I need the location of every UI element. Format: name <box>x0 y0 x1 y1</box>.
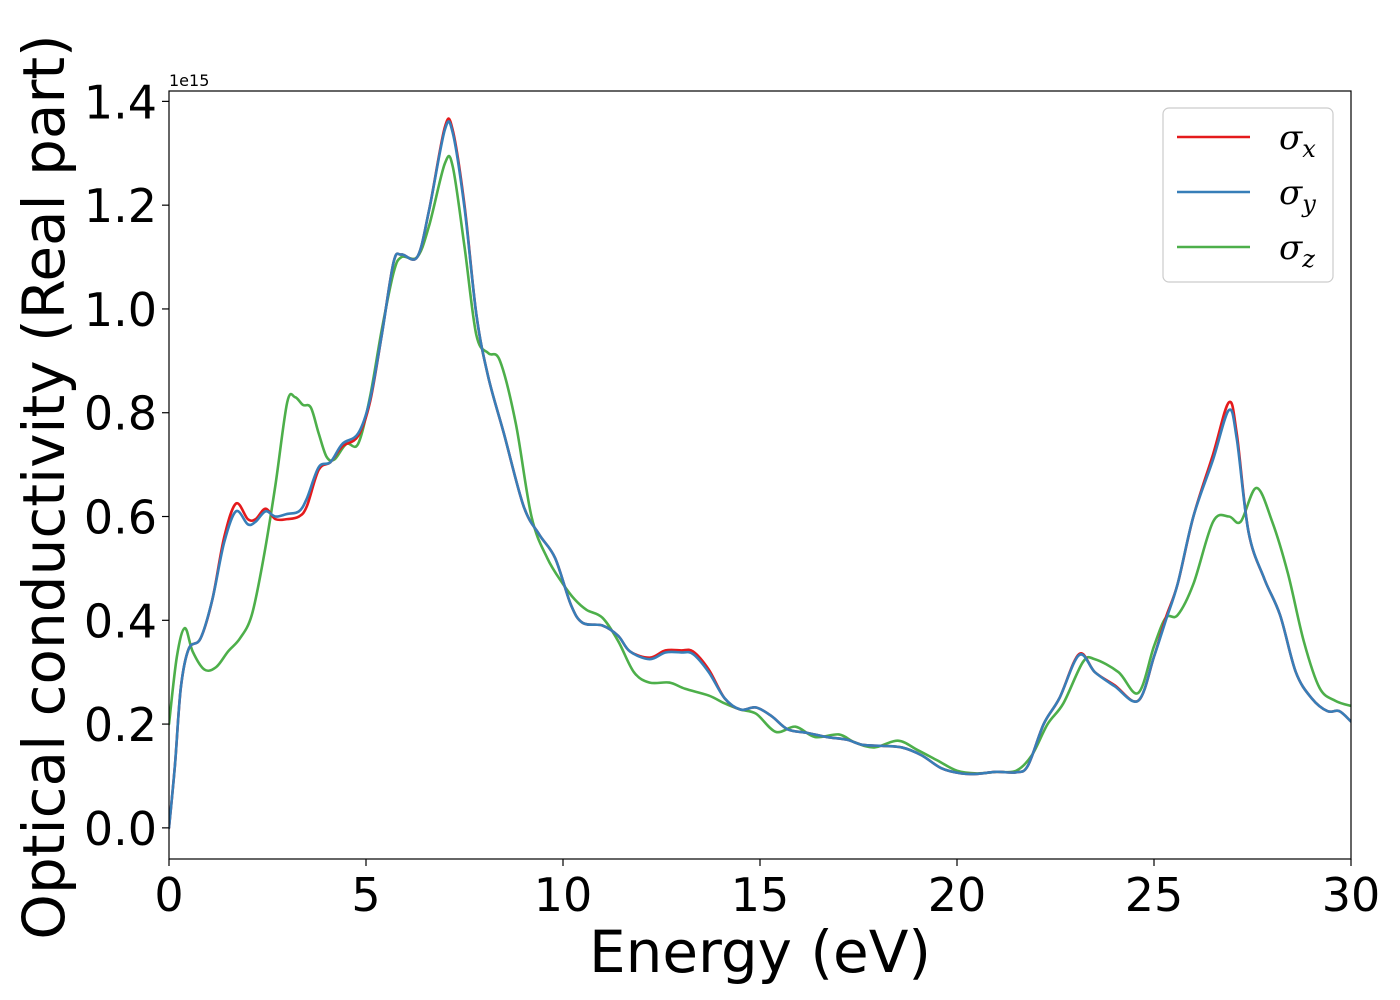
y-tick-label: 0.4 <box>84 594 157 648</box>
y-axis-label: Optical conductivity (Real part) <box>10 34 78 939</box>
x-tick-label: 20 <box>928 868 987 922</box>
y-tick-label: 0.6 <box>84 491 157 545</box>
legend-label-y: σy <box>1279 173 1316 218</box>
y-tick-label: 0.2 <box>84 698 157 752</box>
x-tick-label: 30 <box>1322 868 1381 922</box>
x-tick-label: 5 <box>351 868 380 922</box>
series-line-y <box>169 120 1351 830</box>
x-axis-label: Energy (eV) <box>589 918 931 986</box>
y-tick-label: 1.0 <box>84 283 157 337</box>
y-offset-text: 1e15 <box>169 71 209 90</box>
legend-label-x: σx <box>1279 118 1316 163</box>
y-tick-label: 1.4 <box>84 75 157 129</box>
x-tick-label: 15 <box>731 868 790 922</box>
y-tick-label: 1.2 <box>84 179 157 233</box>
ticks-layer: 0 5 10 15 20 25 30 0.0 0.2 0.4 0.6 0.8 1.0 1.2 1.4 <box>84 75 1380 922</box>
x-tick-label: 10 <box>534 868 593 922</box>
legend-items: σx σy σz <box>1177 118 1316 273</box>
legend-box <box>1162 107 1334 283</box>
x-tick-label: 0 <box>154 868 183 922</box>
legend: σx σy σz <box>1162 107 1334 283</box>
x-tick-label: 25 <box>1125 868 1184 922</box>
series-line-z <box>169 154 1351 775</box>
legend-label-z: σz <box>1279 228 1315 273</box>
series-layer <box>169 117 1351 830</box>
y-tick-label: 0.8 <box>84 387 157 441</box>
y-tick-label: 0.0 <box>84 802 157 856</box>
